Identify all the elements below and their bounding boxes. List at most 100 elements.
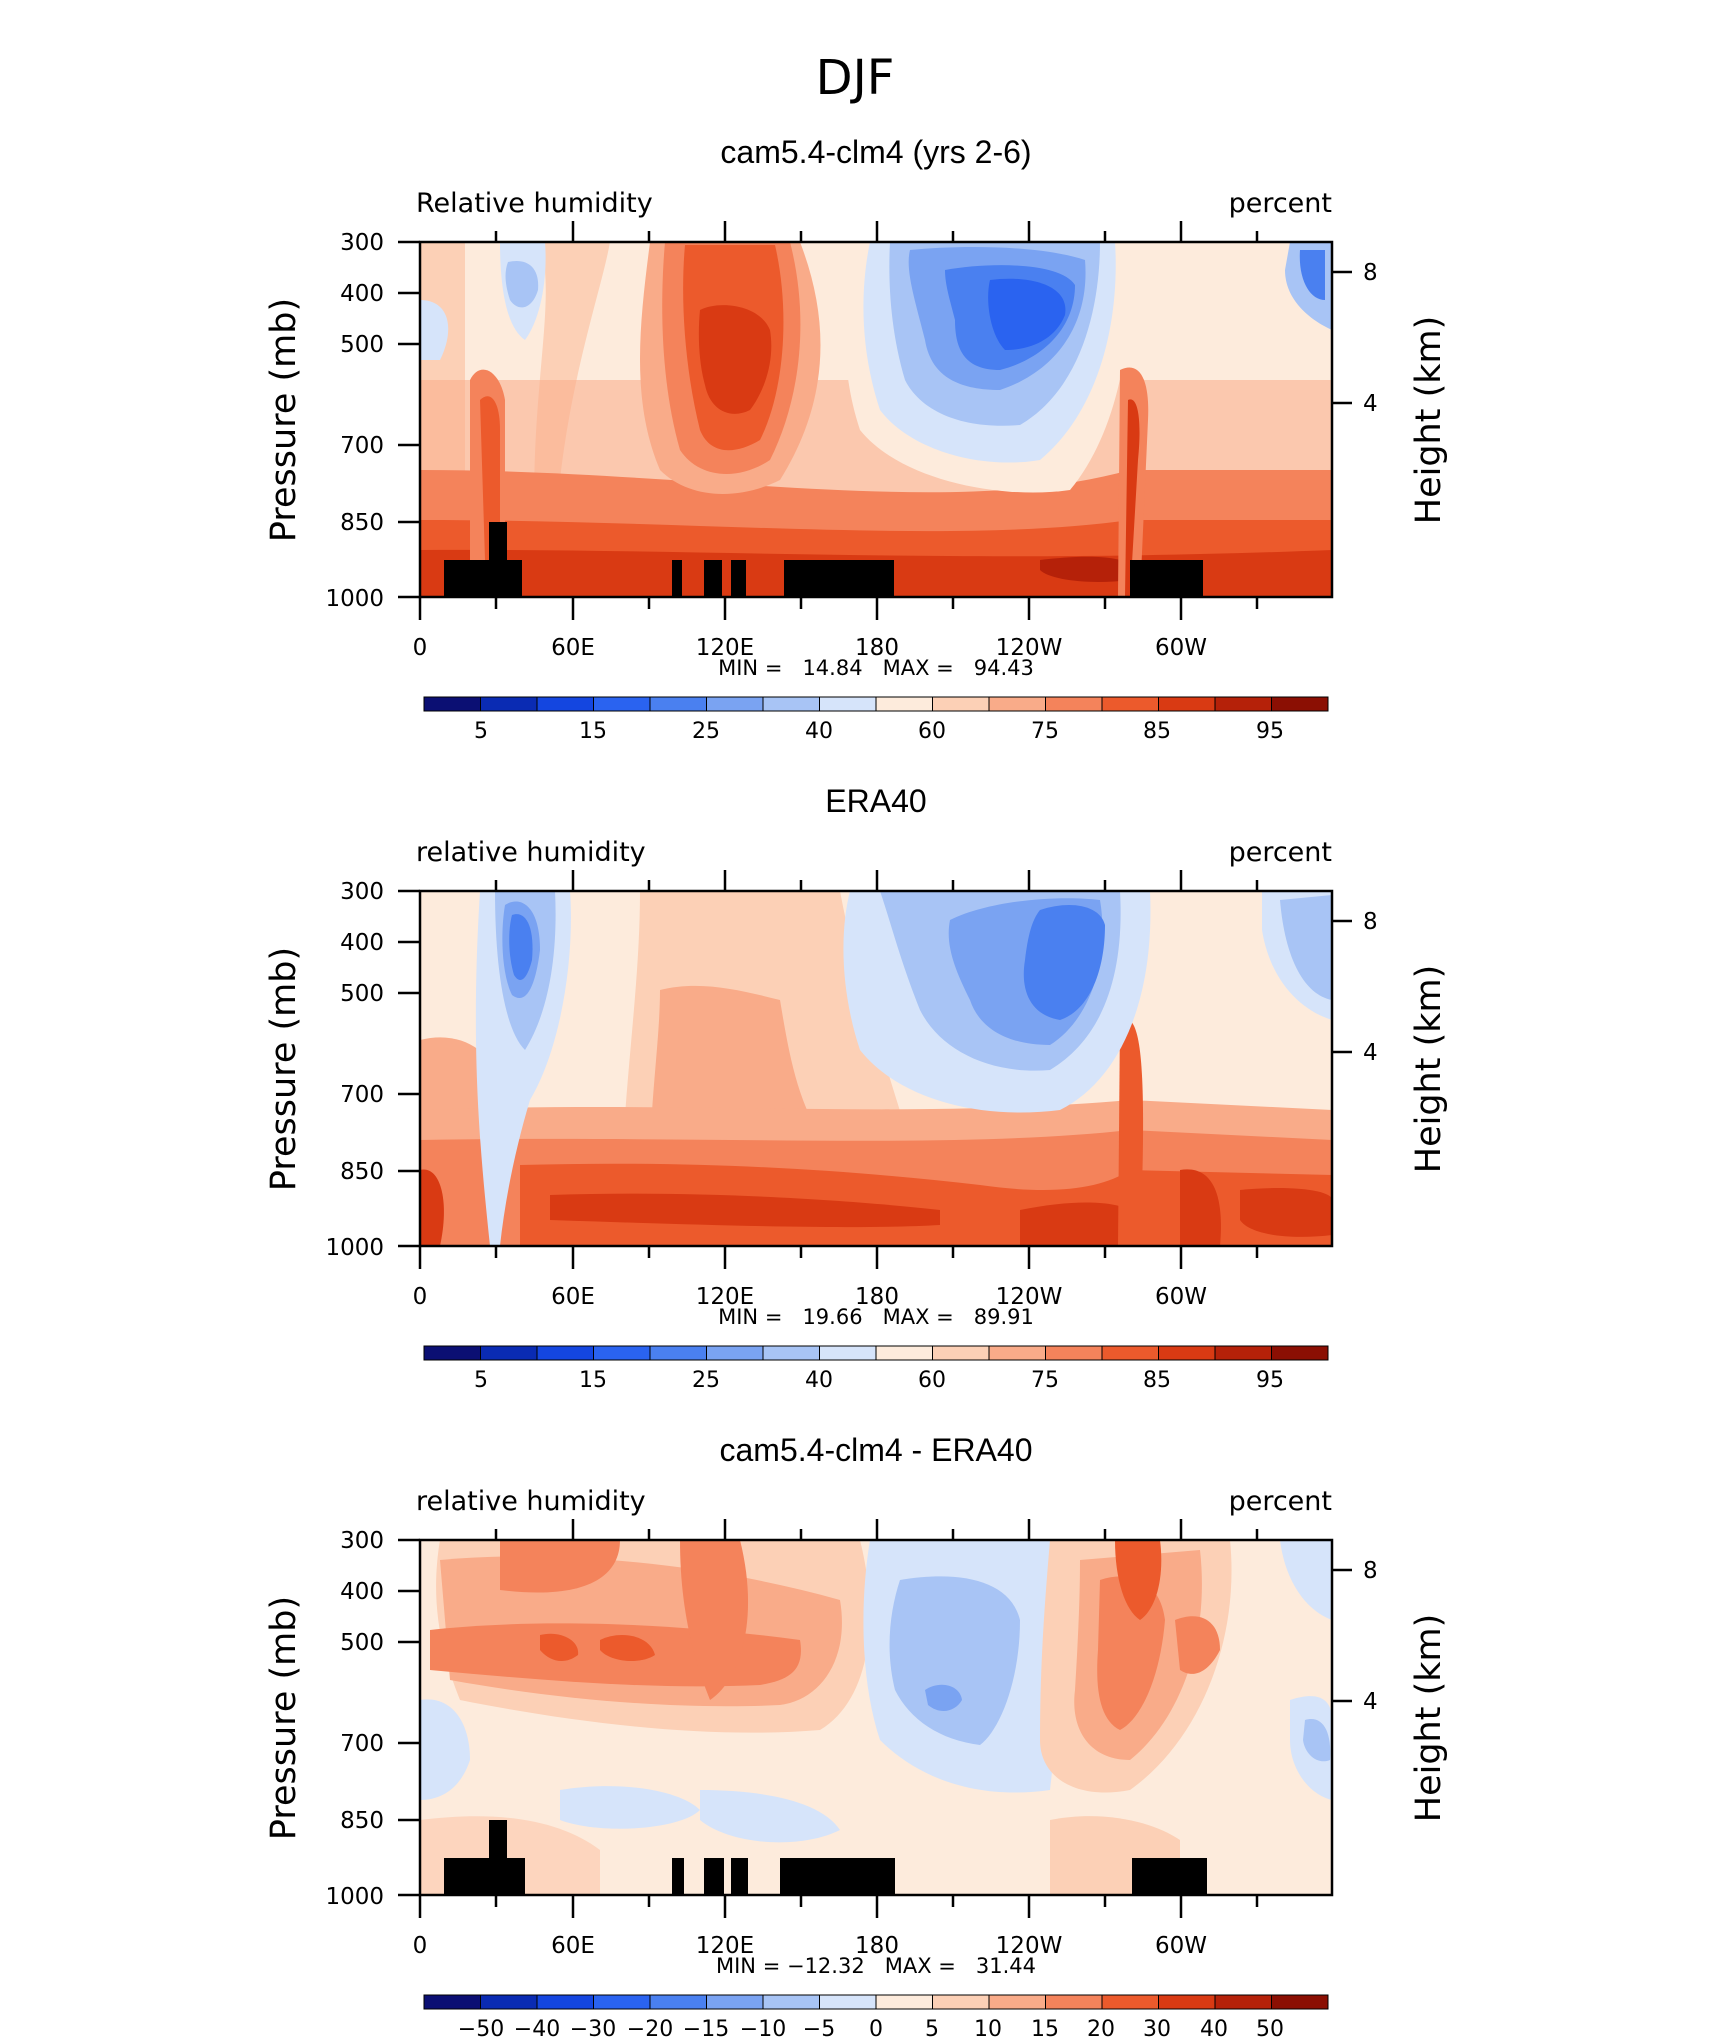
colorbar-swatch bbox=[762, 1345, 820, 1361]
contour-region bbox=[420, 300, 449, 360]
contour-region bbox=[1180, 1169, 1221, 1246]
x-tick-label: 120W bbox=[996, 635, 1063, 661]
colorbar-swatch bbox=[1271, 1994, 1329, 2010]
x-axis bbox=[418, 1519, 1259, 1918]
colorbar-swatch bbox=[649, 1345, 707, 1361]
contour-region bbox=[1040, 556, 1130, 582]
panel-title: cam5.4-clm4 (yrs 2-6) bbox=[720, 134, 1031, 170]
colorbar-swatch bbox=[932, 1994, 990, 2010]
colorbar-swatch bbox=[423, 1345, 481, 1361]
contour-region bbox=[550, 1193, 940, 1228]
colorbar-label: −50 bbox=[458, 2017, 504, 2038]
colorbar bbox=[423, 696, 1329, 712]
x-tick-label: 0 bbox=[413, 635, 428, 661]
contour-region bbox=[420, 1699, 470, 1800]
colorbar-label: −20 bbox=[627, 2017, 673, 2038]
topography-block bbox=[1130, 560, 1203, 597]
colorbar-swatch bbox=[1271, 1345, 1329, 1361]
contour-region bbox=[540, 1633, 579, 1662]
topography bbox=[444, 1820, 1207, 1895]
min-max-stats: MIN = −12.32 MAX = 31.44 bbox=[716, 1954, 1036, 1978]
y-tick-label: 850 bbox=[340, 1808, 384, 1834]
colorbar-swatch bbox=[480, 696, 538, 712]
colorbar-swatch bbox=[762, 696, 820, 712]
colorbar-swatch bbox=[593, 1994, 651, 2010]
colorbar-swatch bbox=[932, 1345, 990, 1361]
topography-block bbox=[704, 1858, 724, 1895]
colorbar-label: −5 bbox=[803, 2017, 835, 2038]
colorbar-label: −40 bbox=[514, 2017, 560, 2038]
y-axis-right bbox=[1332, 270, 1352, 405]
colorbar-label: 15 bbox=[1031, 2017, 1059, 2038]
y-tick-labels: 300 400 500 700 850 1000 bbox=[325, 879, 384, 1261]
colorbar-label: −15 bbox=[683, 2017, 729, 2038]
x-tick-label: 60W bbox=[1155, 1933, 1207, 1959]
y-axis-label: Pressure (mb) bbox=[264, 947, 304, 1191]
colorbar-swatch bbox=[706, 1345, 764, 1361]
y-axis-right bbox=[1332, 919, 1352, 1054]
topography bbox=[444, 522, 1203, 597]
contour-region bbox=[1303, 1719, 1331, 1762]
y-tick-label: 400 bbox=[340, 930, 384, 956]
colorbar-label: 40 bbox=[805, 719, 833, 744]
colorbar-label: 50 bbox=[1256, 2017, 1284, 2038]
x-tick-labels: 0 60E 120E 180 120W 60W bbox=[413, 635, 1207, 661]
y-tick-label: 700 bbox=[340, 433, 384, 459]
x-tick-label: 60W bbox=[1155, 1284, 1207, 1310]
contour-region bbox=[1020, 1202, 1130, 1246]
colorbar-swatch bbox=[423, 696, 481, 712]
colorbar-label: 40 bbox=[805, 1368, 833, 1393]
contour-region bbox=[1023, 905, 1105, 1020]
colorbar-label: 5 bbox=[474, 1368, 488, 1393]
y-tick-labels: 300 400 500 700 850 1000 bbox=[325, 1528, 384, 1910]
panel-title: cam5.4-clm4 - ERA40 bbox=[720, 1432, 1033, 1468]
colorbar-label: 25 bbox=[692, 719, 720, 744]
contour-region bbox=[1280, 1540, 1332, 1620]
colorbar-swatch bbox=[932, 696, 990, 712]
colorbar-label: 30 bbox=[1143, 2017, 1171, 2038]
contour-field bbox=[420, 891, 1332, 1246]
colorbar-label: 20 bbox=[1087, 2017, 1115, 2038]
y-tick-label: 500 bbox=[340, 1630, 384, 1656]
topography-block bbox=[672, 560, 682, 597]
colorbar-swatch bbox=[536, 1994, 594, 2010]
colorbar-swatch bbox=[1158, 696, 1216, 712]
colorbar-swatch bbox=[536, 1345, 594, 1361]
colorbar-swatch bbox=[1214, 1994, 1272, 2010]
y-tick-label: 850 bbox=[340, 510, 384, 536]
topography-block bbox=[444, 522, 522, 597]
y-tick-label: 850 bbox=[340, 1159, 384, 1185]
y-axis-label-right: Height (km) bbox=[1409, 1614, 1449, 1823]
colorbar-swatch bbox=[875, 1345, 933, 1361]
contour-region bbox=[925, 1684, 962, 1712]
contour-region bbox=[1175, 1616, 1220, 1674]
colorbar-label: 0 bbox=[869, 2017, 883, 2038]
y-tick-label: 400 bbox=[340, 281, 384, 307]
colorbar-label: 15 bbox=[579, 1368, 607, 1393]
y-tick-label: 500 bbox=[340, 981, 384, 1007]
colorbar-swatch bbox=[988, 1345, 1046, 1361]
colorbar-label: 15 bbox=[579, 719, 607, 744]
y-right-tick-label: 8 bbox=[1363, 260, 1378, 286]
colorbar-swatch bbox=[988, 1994, 1046, 2010]
y-right-tick-label: 4 bbox=[1363, 1040, 1378, 1066]
contour-region bbox=[1118, 1018, 1144, 1246]
colorbar-label: 95 bbox=[1256, 719, 1284, 744]
colorbar-swatch bbox=[593, 1345, 651, 1361]
x-tick-label: 120W bbox=[996, 1284, 1063, 1310]
topography-block bbox=[704, 560, 722, 597]
colorbar-swatch bbox=[593, 696, 651, 712]
contour-region bbox=[680, 1540, 749, 1700]
x-tick-label: 180 bbox=[855, 635, 899, 661]
x-tick-labels: 0 60E 120E 180 120W 60W bbox=[413, 1284, 1207, 1310]
contour-region bbox=[700, 1790, 840, 1843]
colorbar-swatch bbox=[819, 1994, 877, 2010]
contour-region bbox=[560, 1786, 700, 1829]
y-axis bbox=[398, 1538, 420, 1897]
colorbar-swatch bbox=[1158, 1345, 1216, 1361]
topography-block bbox=[731, 1858, 748, 1895]
colorbar-swatch bbox=[649, 696, 707, 712]
y-axis-label: Pressure (mb) bbox=[264, 1596, 304, 1840]
contour-region bbox=[889, 1576, 1020, 1745]
